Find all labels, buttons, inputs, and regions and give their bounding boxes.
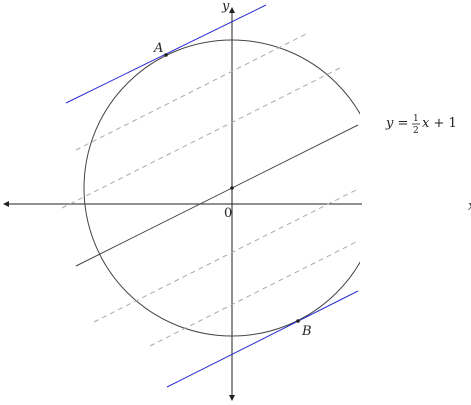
y-axis-label: y [221,0,230,14]
origin-label: 0 [224,206,232,221]
equation-lhs: y = [385,116,408,131]
equation-numerator: 1 [413,114,419,124]
equation-label: y = 1 2 x + 1 [385,114,457,136]
point-a-label: A [153,41,163,56]
y-intercept-point [230,186,234,190]
equation-rhs: x + 1 [422,116,457,131]
point-a-marker [164,53,168,57]
point-b-label: B [301,324,312,339]
dashed-parallel-lines [61,33,357,347]
point-b-marker [296,319,300,323]
equation-denominator: 2 [413,126,419,136]
tangent-line-b [166,290,359,388]
circle [83,39,360,337]
x-axis-label: x [468,199,471,214]
main-line [75,124,359,267]
